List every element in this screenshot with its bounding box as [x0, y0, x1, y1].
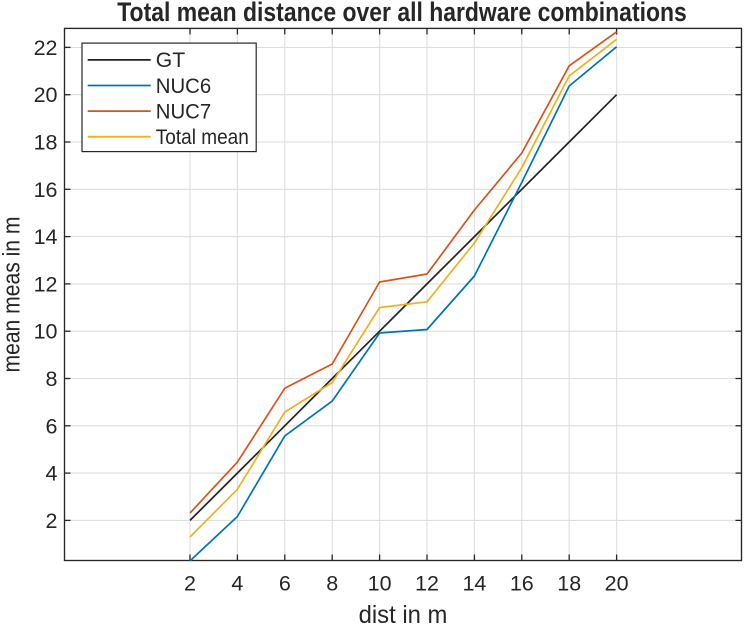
svg-text:8: 8	[326, 572, 338, 596]
svg-text:NUC6: NUC6	[156, 74, 211, 98]
svg-text:6: 6	[46, 414, 58, 438]
svg-text:16: 16	[34, 178, 58, 202]
svg-text:20: 20	[34, 83, 58, 107]
svg-text:4: 4	[231, 572, 243, 596]
svg-text:Total mean: Total mean	[156, 125, 249, 149]
svg-text:12: 12	[34, 272, 58, 296]
svg-text:dist in m: dist in m	[359, 602, 448, 626]
svg-text:NUC7: NUC7	[156, 99, 211, 123]
svg-text:22: 22	[34, 36, 58, 60]
svg-text:Total mean distance over all h: Total mean distance over all hardware co…	[117, 0, 687, 27]
svg-text:18: 18	[34, 131, 58, 155]
svg-text:14: 14	[462, 572, 486, 596]
svg-text:mean meas in m: mean meas in m	[0, 217, 26, 373]
svg-text:10: 10	[34, 320, 58, 344]
svg-text:12: 12	[415, 572, 439, 596]
svg-text:18: 18	[557, 572, 581, 596]
svg-text:14: 14	[34, 225, 58, 249]
svg-text:4: 4	[46, 462, 58, 486]
svg-text:8: 8	[46, 367, 58, 391]
svg-text:16: 16	[510, 572, 534, 596]
svg-text:20: 20	[605, 572, 629, 596]
svg-text:10: 10	[368, 572, 392, 596]
svg-text:2: 2	[46, 509, 58, 533]
svg-text:GT: GT	[156, 48, 185, 72]
svg-text:2: 2	[184, 572, 196, 596]
svg-text:6: 6	[279, 572, 291, 596]
